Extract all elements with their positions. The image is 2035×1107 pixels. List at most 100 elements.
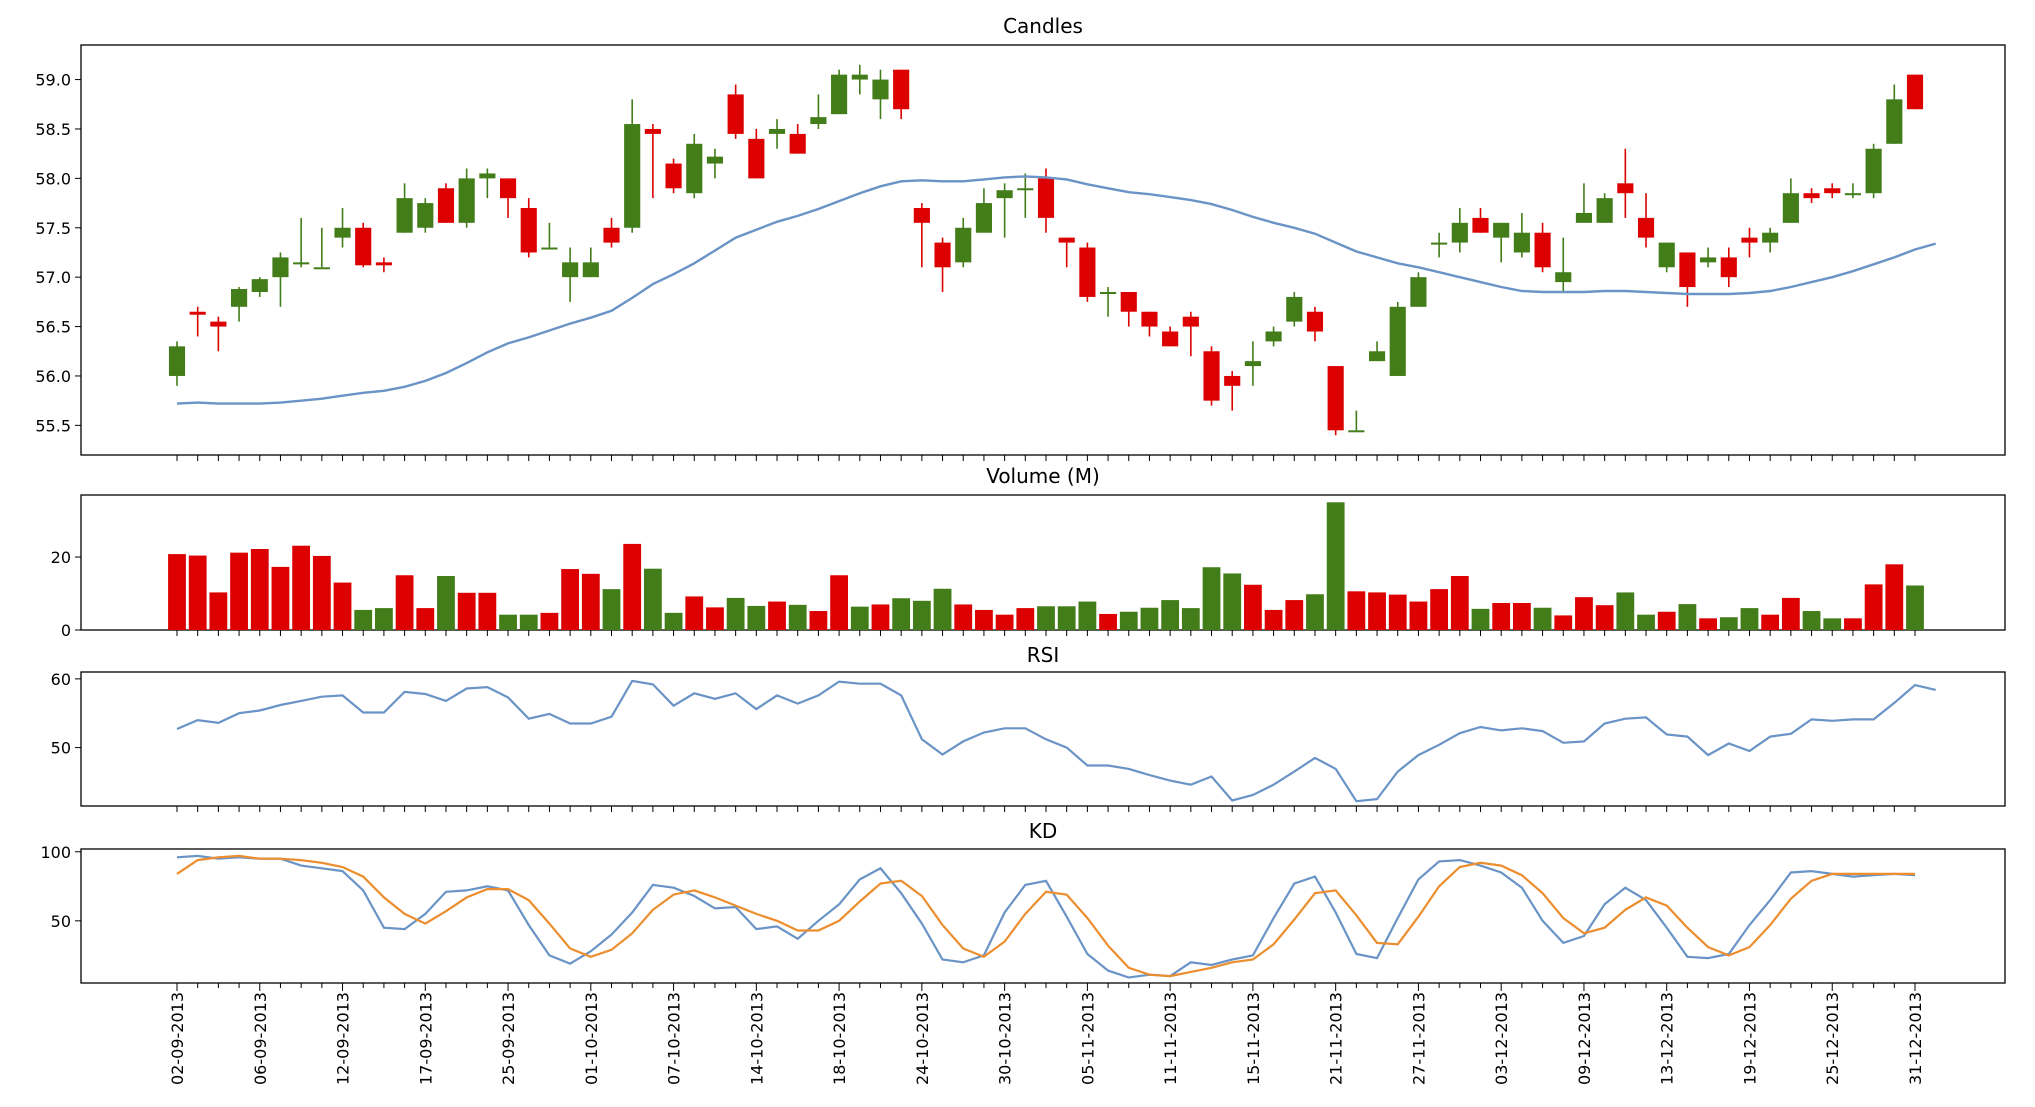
volume-bar xyxy=(768,601,786,630)
volume-bar xyxy=(1037,606,1055,630)
volume-bar xyxy=(1471,608,1490,630)
candle-body xyxy=(934,242,951,268)
x-axis-date-label: 05-11-2013 xyxy=(1078,992,1097,1085)
candle-body xyxy=(231,289,248,307)
volume-bar xyxy=(933,588,952,630)
volume-bar xyxy=(1264,609,1283,630)
volume-bar xyxy=(1140,607,1159,630)
rsi-title: RSI xyxy=(1027,643,1060,667)
kd-line-k xyxy=(176,854,1916,979)
volume-bar xyxy=(1119,611,1138,630)
x-axis-date-label: 14-10-2013 xyxy=(747,992,766,1085)
x-axis-date-label: 12-09-2013 xyxy=(334,992,353,1085)
volume-bar xyxy=(788,604,807,630)
candle-body xyxy=(1037,178,1055,218)
x-axis-date-label: 17-09-2013 xyxy=(416,992,435,1085)
volume-bar xyxy=(209,592,228,630)
candle-body xyxy=(1803,193,1820,199)
volume-bar xyxy=(540,612,559,630)
volume-bar xyxy=(499,614,517,630)
volume-bar xyxy=(1512,603,1531,630)
candle-body xyxy=(417,203,434,228)
candle-body xyxy=(458,178,475,223)
volume-bar xyxy=(416,608,435,630)
candles-ytick-label: 57.5 xyxy=(35,219,71,238)
candle-body xyxy=(1844,193,1861,196)
candle-body xyxy=(1306,311,1324,332)
candle-body xyxy=(499,178,517,199)
x-axis-date-label: 25-12-2013 xyxy=(1823,992,1842,1085)
kd-ytick-label: 100 xyxy=(40,843,71,862)
volume-bar xyxy=(1802,611,1821,630)
volume-bar xyxy=(292,545,311,630)
candle-body xyxy=(1679,252,1696,288)
volume-bar xyxy=(1864,584,1883,630)
candle-body xyxy=(1824,188,1841,194)
candle-body xyxy=(1203,351,1220,401)
volume-bar xyxy=(1347,591,1366,630)
volume-bar xyxy=(519,614,538,630)
candle-body xyxy=(727,94,744,134)
volume-bar xyxy=(1699,618,1717,630)
candle-body xyxy=(789,133,806,154)
volume-bar xyxy=(975,609,993,630)
candle-body xyxy=(975,203,992,233)
candle-body xyxy=(1327,366,1344,431)
volume-bar xyxy=(1492,603,1511,630)
volume-bar xyxy=(1533,607,1552,630)
x-axis-date-label: 30-10-2013 xyxy=(996,992,1015,1085)
volume-bar xyxy=(395,575,414,630)
candle-body xyxy=(334,227,351,238)
volume-bar xyxy=(726,597,745,630)
x-axis-labels: 02-09-2013 06-09-2013 12-09-2013 17-09-2013… xyxy=(168,992,1925,1085)
volume-title: Volume (M) xyxy=(986,464,1100,488)
volume-bar xyxy=(1057,606,1076,630)
volume-bar xyxy=(809,611,828,630)
volume-bar xyxy=(1657,611,1676,630)
candle-body xyxy=(582,262,599,278)
candle-body xyxy=(831,74,848,115)
x-axis-date-label: 18-10-2013 xyxy=(830,992,849,1085)
volume-bar xyxy=(581,573,600,630)
candle-body xyxy=(293,262,310,265)
candle-body xyxy=(1120,291,1137,312)
candle-body xyxy=(644,128,661,134)
volume-bar xyxy=(1306,594,1324,630)
candle-body xyxy=(768,128,786,134)
volume-bar xyxy=(871,604,890,630)
rsi-ytick-label: 50 xyxy=(51,739,71,758)
volume-bar xyxy=(850,606,869,630)
candle-body xyxy=(1368,351,1386,362)
volume-bar xyxy=(1575,597,1593,630)
volume-bar xyxy=(1326,502,1345,630)
candle-body xyxy=(1513,232,1530,253)
x-axis-date-label: 06-09-2013 xyxy=(251,992,270,1085)
volume-bar xyxy=(706,607,724,630)
candle-body xyxy=(562,262,579,278)
candles-panel: Candles 55.5 56.0 56.5 57.0 57.5 58.0 58.5 59.0 xyxy=(35,14,2006,461)
candle-body xyxy=(1555,272,1572,283)
volume-bar xyxy=(1430,589,1449,630)
candle-body xyxy=(665,163,682,189)
candle-body xyxy=(1162,331,1179,347)
volume-bar xyxy=(478,592,497,630)
candle-body xyxy=(955,227,972,263)
volume-bar xyxy=(954,604,973,630)
volume-bar xyxy=(664,612,683,630)
volume-bar xyxy=(747,605,766,630)
rsi-line xyxy=(176,679,1936,803)
x-axis-date-label: 07-10-2013 xyxy=(665,992,684,1085)
candle-body xyxy=(210,321,227,327)
candle-body xyxy=(1389,306,1406,376)
rsi-ytick-label: 60 xyxy=(51,670,71,689)
candle-body xyxy=(189,311,206,315)
candle-body xyxy=(1058,237,1075,243)
candles-ytick-label: 56.0 xyxy=(35,367,71,386)
volume-bar xyxy=(602,589,621,630)
candle-body xyxy=(437,188,455,223)
volume-bar xyxy=(1181,608,1200,630)
candle-body xyxy=(1575,212,1593,223)
candle-body xyxy=(1865,148,1882,194)
volume-bar xyxy=(1844,618,1862,630)
volume-bar xyxy=(623,543,642,630)
